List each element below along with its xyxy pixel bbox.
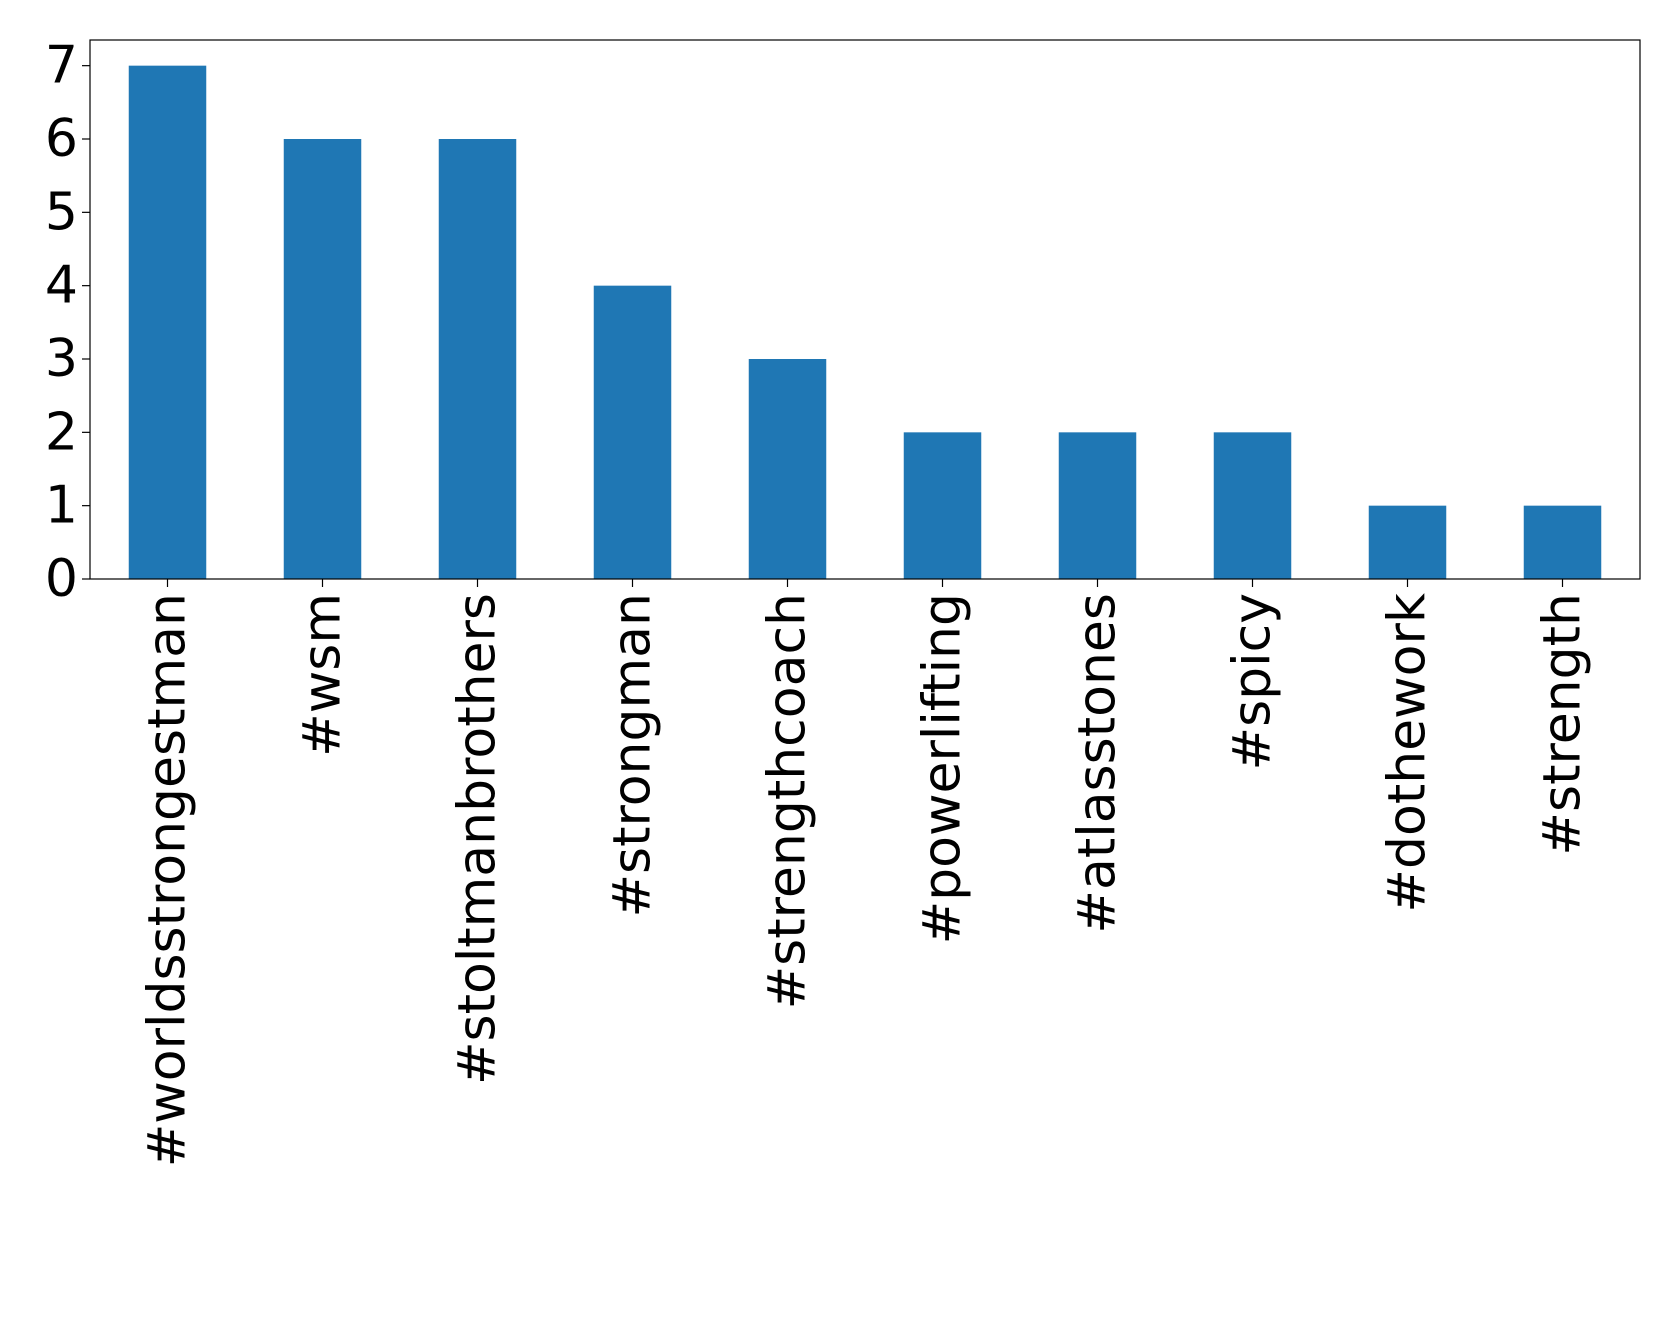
x-tick-label: #dothework bbox=[1378, 593, 1438, 913]
y-tick-label: 3 bbox=[45, 329, 78, 389]
bar bbox=[1523, 505, 1602, 579]
y-tick-label: 6 bbox=[45, 109, 78, 169]
y-tick-label: 7 bbox=[45, 36, 78, 96]
bar bbox=[903, 432, 982, 579]
x-tick-label: #atlasstones bbox=[1068, 593, 1128, 934]
x-tick-label: #worldsstrongestman bbox=[138, 593, 198, 1167]
bar bbox=[593, 285, 672, 579]
bar bbox=[748, 359, 827, 579]
x-tick-label: #spicy bbox=[1223, 593, 1283, 770]
x-tick-label: #strength bbox=[1533, 593, 1593, 856]
x-tick-label: #wsm bbox=[293, 593, 353, 757]
x-tick-label: #stoltmanbrothers bbox=[448, 593, 508, 1085]
x-tick-label: #strengthcoach bbox=[758, 593, 818, 1009]
bar bbox=[1213, 432, 1292, 579]
x-tick-label: #strongman bbox=[603, 593, 663, 918]
y-tick-label: 2 bbox=[45, 402, 78, 462]
y-tick-label: 4 bbox=[45, 256, 78, 316]
bar bbox=[1058, 432, 1137, 579]
y-tick-label: 0 bbox=[45, 549, 78, 609]
bar bbox=[283, 139, 362, 579]
bar bbox=[438, 139, 517, 579]
y-tick-label: 1 bbox=[45, 476, 78, 536]
plot-frame bbox=[89, 39, 1641, 580]
bar bbox=[128, 65, 207, 579]
y-tick-label: 5 bbox=[45, 182, 78, 242]
x-tick-label: #powerlifting bbox=[913, 593, 973, 944]
bar bbox=[1368, 505, 1447, 579]
